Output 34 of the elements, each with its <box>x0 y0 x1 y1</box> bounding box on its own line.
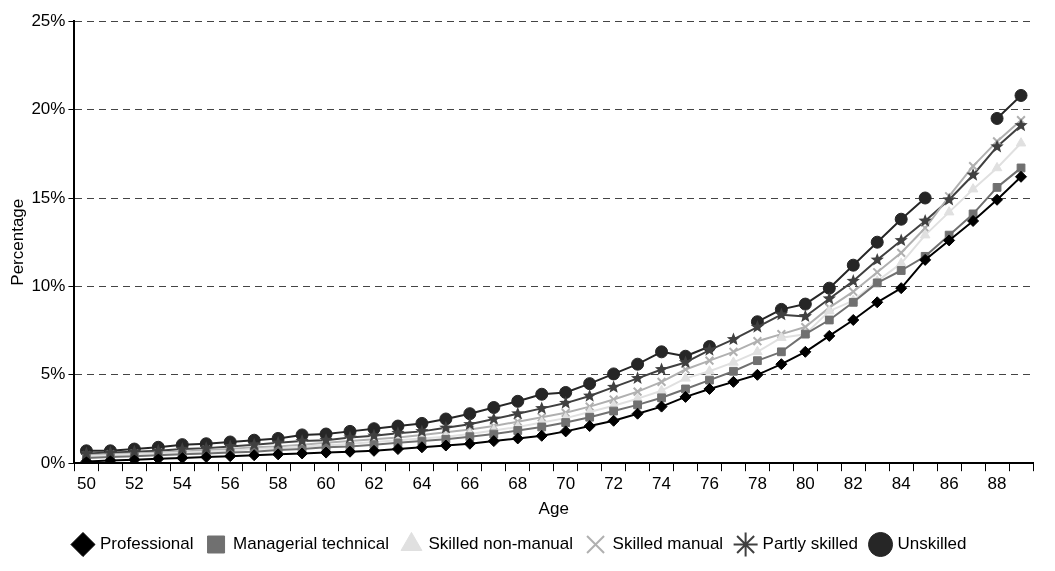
legend-label: Skilled non-manual <box>428 534 574 554</box>
x-tick-label: 60 <box>316 474 336 494</box>
x-tick-label: 78 <box>747 474 767 494</box>
x-tick-label: 82 <box>843 474 863 494</box>
y-axis-title: Percentage <box>7 198 27 286</box>
legend-label: Professional <box>100 534 194 554</box>
x-tick-label: 50 <box>76 474 96 494</box>
legend-label: Skilled manual <box>612 534 724 554</box>
y-tick-label: 5% <box>40 364 66 384</box>
x-tick-label: 54 <box>172 474 192 494</box>
x-tick-label: 56 <box>220 474 240 494</box>
x-tick-label: 66 <box>460 474 480 494</box>
y-tick-label: 0% <box>40 452 66 472</box>
x-tick-label: 80 <box>795 474 815 494</box>
x-tick-label: 84 <box>891 474 911 494</box>
x-tick-label: 88 <box>987 474 1007 494</box>
legend-label: Partly skilled <box>762 534 859 554</box>
x-tick-label: 76 <box>700 474 719 494</box>
x-tick-label: 58 <box>268 474 288 494</box>
x-tick-label: 68 <box>508 474 528 494</box>
x-tick-label: 86 <box>939 474 959 494</box>
y-tick-label: 15% <box>31 187 66 207</box>
x-tick-label: 62 <box>364 474 384 494</box>
x-axis-title: Age <box>538 499 569 519</box>
x-tick-label: 72 <box>604 474 624 494</box>
x-tick-label: 70 <box>556 474 576 494</box>
y-tick-label: 25% <box>31 10 66 30</box>
x-tick-label: 64 <box>412 474 432 494</box>
x-tick-label: 74 <box>652 474 672 494</box>
legend-label: Unskilled <box>897 534 967 554</box>
legend-label: Managerial technical <box>233 534 389 554</box>
x-tick-label: 52 <box>124 474 144 494</box>
y-tick-label: 10% <box>31 276 66 296</box>
y-tick-label: 20% <box>31 99 66 119</box>
